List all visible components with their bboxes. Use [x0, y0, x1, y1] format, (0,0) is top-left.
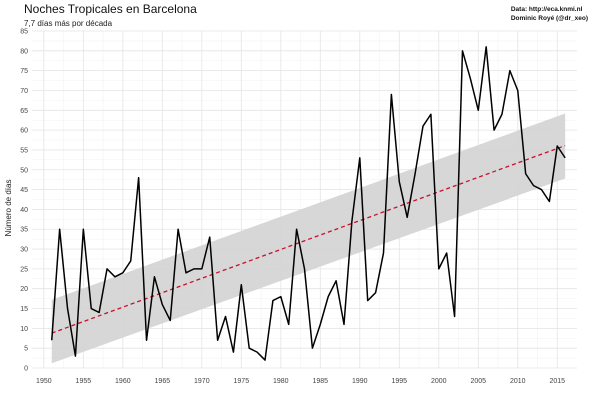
y-tick-label: 55 — [20, 147, 28, 154]
y-tick-label: 65 — [20, 108, 28, 115]
x-tick-label: 1975 — [234, 378, 250, 385]
x-tick-label: 1965 — [155, 378, 171, 385]
x-tick-label: 2010 — [510, 378, 526, 385]
x-tick-label: 2005 — [470, 378, 486, 385]
y-tick-label: 15 — [20, 306, 28, 313]
source-credit: Data: http://eca.knmi.nl Dominic Royé (@… — [511, 6, 588, 23]
y-axis-label: Número de días — [4, 180, 13, 237]
y-tick-label: 85 — [20, 29, 28, 36]
x-tick-label: 1980 — [273, 378, 289, 385]
x-tick-label: 1990 — [352, 378, 368, 385]
y-tick-label: 0 — [24, 366, 28, 373]
x-tick-label: 1970 — [194, 378, 210, 385]
x-tick-label: 2015 — [549, 378, 565, 385]
y-tick-label: 5 — [24, 346, 28, 353]
y-tick-label: 40 — [20, 207, 28, 214]
source-author-line: Dominic Royé (@dr_xeo) — [510, 14, 588, 22]
y-tick-label: 50 — [20, 167, 28, 174]
y-tick-label: 75 — [20, 68, 28, 75]
trend-line — [51, 144, 566, 334]
confidence-band-layer — [51, 113, 566, 364]
chart-title: Noches Tropicales en Barcelona — [24, 2, 197, 16]
confidence-band — [51, 113, 566, 364]
y-tick-label: 30 — [20, 247, 28, 254]
x-tick-label: 1950 — [36, 378, 52, 385]
series-line — [51, 46, 566, 361]
y-tick-label: 70 — [20, 88, 28, 95]
x-tick-label: 2000 — [431, 378, 447, 385]
x-tick-label: 1955 — [76, 378, 92, 385]
y-tick-label: 25 — [20, 266, 28, 273]
y-tick-label: 20 — [20, 286, 28, 293]
axis-layer: 0 5 10 15 20 25 30 35 40 45 50 55 60 65 70 75 80 85 1950 19… — [20, 29, 565, 386]
x-tick-label: 1960 — [115, 378, 131, 385]
y-tick-label: 45 — [20, 187, 28, 194]
y-tick-label: 10 — [20, 326, 28, 333]
chart-subtitle: 7,7 días más por década — [24, 19, 113, 28]
x-tick-label: 1985 — [313, 378, 329, 385]
source-data-line: Data: http://eca.knmi.nl — [510, 6, 583, 13]
y-tick-label: 60 — [20, 128, 28, 135]
series-layer — [51, 46, 566, 361]
trend-layer — [51, 144, 566, 334]
y-tick-label: 80 — [20, 48, 28, 55]
y-tick-label: 35 — [20, 227, 28, 234]
x-tick-label: 1995 — [391, 378, 407, 385]
